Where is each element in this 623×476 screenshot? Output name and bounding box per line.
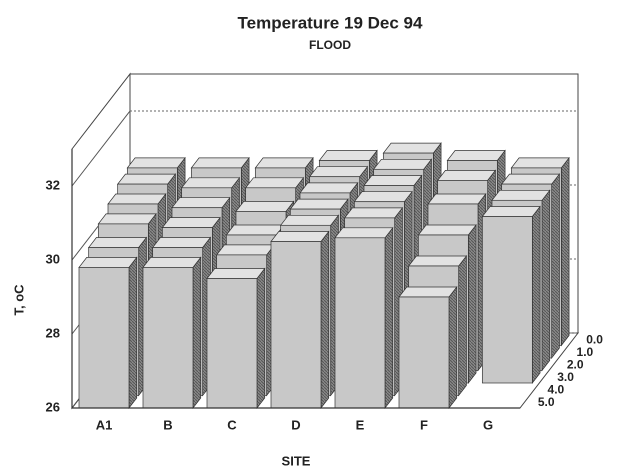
bar-top: [235, 201, 295, 212]
depth-label: 1.0: [577, 345, 594, 359]
depth-label: 3.0: [557, 370, 574, 384]
bar-side: [384, 226, 394, 410]
bar-top: [308, 166, 369, 178]
bar-top: [343, 207, 404, 219]
y-tick-label: 32: [46, 177, 60, 192]
bar-top: [481, 206, 541, 217]
bar-front: [334, 237, 386, 409]
bar-top: [279, 214, 340, 226]
bar-top: [180, 177, 241, 189]
bar-top: [446, 150, 506, 161]
bar-side: [448, 285, 458, 410]
bar-top: [289, 198, 349, 210]
bar-top: [190, 157, 250, 169]
bar-top: [206, 268, 266, 279]
bar-top: [151, 237, 212, 248]
bar-front: [481, 216, 533, 384]
depth-label: 5.0: [538, 395, 555, 409]
bar-top: [398, 286, 458, 298]
y-tick-label: 26: [46, 399, 60, 414]
bar-top: [254, 157, 314, 169]
bar-top: [78, 257, 138, 268]
bar-top: [161, 217, 221, 228]
chart-title: Temperature 19 Dec 94: [238, 13, 423, 32]
bar-top: [382, 142, 442, 154]
bar-top: [299, 182, 359, 194]
depth-label: 2.0: [567, 358, 584, 372]
bar-top: [334, 227, 394, 239]
x-tick-label: F: [420, 417, 428, 432]
bar-top: [436, 170, 497, 181]
x-tick-label: D: [291, 417, 300, 432]
x-tick-label: G: [483, 417, 493, 432]
chart-subtitle: FLOOD: [309, 38, 351, 52]
bar-top: [142, 257, 202, 268]
bar-top: [126, 157, 186, 169]
bar-top: [491, 189, 551, 201]
depth-label: 4.0: [548, 383, 565, 397]
bar-top: [510, 157, 570, 169]
y-axis-label: T, oC: [11, 284, 26, 316]
bar-top: [353, 191, 413, 203]
x-tick-label: E: [356, 417, 365, 432]
bar-side: [541, 189, 551, 372]
bar-top: [427, 193, 487, 205]
depth-label: 0.0: [586, 333, 603, 347]
bar-top: [171, 197, 231, 209]
bar-top: [407, 255, 468, 267]
bar-top: [87, 237, 148, 248]
bar-top: [372, 158, 433, 170]
bar-top: [244, 177, 305, 189]
bar-side: [128, 256, 138, 410]
bar-side: [256, 267, 266, 410]
bar-top: [417, 224, 477, 236]
bar-top: [270, 231, 330, 242]
bar-front: [142, 267, 194, 409]
bar-top: [363, 175, 423, 186]
bar-front: [206, 278, 258, 409]
bar-side: [560, 156, 570, 347]
bar-top: [97, 213, 157, 225]
x-tick-label: B: [163, 417, 172, 432]
bar-side: [467, 223, 477, 385]
bar-top: [116, 173, 177, 185]
bar-front: [398, 296, 450, 409]
x-tick-label: C: [227, 417, 237, 432]
x-axis-label: SITE: [282, 453, 311, 468]
bar-side: [320, 230, 330, 410]
bar-side: [531, 205, 541, 385]
bar-top: [500, 173, 561, 185]
bar-side: [192, 256, 202, 410]
bar-top: [225, 224, 285, 236]
y-tick-label: 28: [46, 325, 60, 340]
bar-top: [215, 244, 276, 256]
tick-mark: [71, 110, 131, 187]
bar-side: [551, 173, 560, 360]
bar-side: [458, 254, 467, 397]
bar-front: [78, 267, 130, 409]
bar-top: [318, 150, 378, 161]
x-tick-label: A1: [96, 417, 113, 432]
bar-top: [107, 193, 167, 205]
y-tick-label: 30: [46, 251, 60, 266]
bar-front: [270, 241, 322, 409]
